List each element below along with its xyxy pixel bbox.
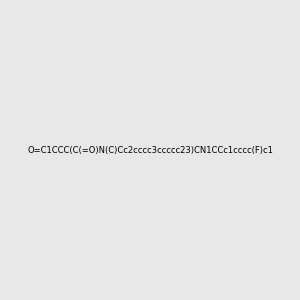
Text: O=C1CCC(C(=O)N(C)Cc2cccc3ccccc23)CN1CCc1cccc(F)c1: O=C1CCC(C(=O)N(C)Cc2cccc3ccccc23)CN1CCc1… xyxy=(27,146,273,154)
